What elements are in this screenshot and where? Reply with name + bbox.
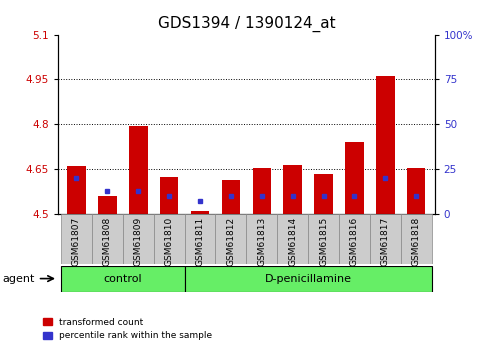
Bar [376,76,395,214]
FancyBboxPatch shape [277,214,308,264]
FancyBboxPatch shape [61,266,185,292]
FancyBboxPatch shape [154,214,185,264]
Bar [284,165,302,214]
FancyBboxPatch shape [401,214,432,264]
FancyBboxPatch shape [215,214,246,264]
FancyBboxPatch shape [308,214,339,264]
Text: GSM61818: GSM61818 [412,216,421,266]
FancyBboxPatch shape [246,214,277,264]
FancyBboxPatch shape [92,214,123,264]
Bar [345,142,364,214]
FancyBboxPatch shape [61,214,92,264]
Text: GSM61811: GSM61811 [196,216,204,266]
Text: GSM61815: GSM61815 [319,216,328,266]
Bar [129,126,147,214]
Bar [67,166,86,214]
Text: GSM61813: GSM61813 [257,216,266,266]
Text: D-penicillamine: D-penicillamine [265,274,352,284]
FancyBboxPatch shape [185,266,432,292]
Bar [160,177,178,214]
Bar [222,179,240,214]
Bar [407,168,426,214]
FancyBboxPatch shape [339,214,370,264]
Text: GSM61807: GSM61807 [72,216,81,266]
Text: GSM61810: GSM61810 [165,216,173,266]
Title: GDS1394 / 1390124_at: GDS1394 / 1390124_at [157,16,335,32]
Text: GSM61812: GSM61812 [227,216,235,266]
Text: GSM61816: GSM61816 [350,216,359,266]
Legend: transformed count, percentile rank within the sample: transformed count, percentile rank withi… [43,318,213,341]
FancyBboxPatch shape [123,214,154,264]
Bar [253,168,271,214]
Text: GSM61817: GSM61817 [381,216,390,266]
Bar [314,174,333,214]
Text: GSM61808: GSM61808 [103,216,112,266]
Bar [191,211,209,214]
FancyBboxPatch shape [185,214,215,264]
Text: control: control [103,274,142,284]
Text: GSM61814: GSM61814 [288,216,297,266]
Text: agent: agent [2,274,35,284]
Text: GSM61809: GSM61809 [134,216,143,266]
FancyBboxPatch shape [370,214,401,264]
Bar [98,196,116,214]
